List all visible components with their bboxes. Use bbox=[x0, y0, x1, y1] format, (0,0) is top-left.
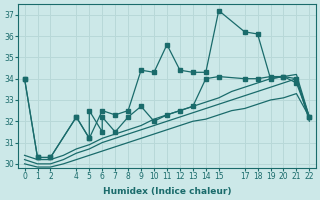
X-axis label: Humidex (Indice chaleur): Humidex (Indice chaleur) bbox=[103, 187, 231, 196]
